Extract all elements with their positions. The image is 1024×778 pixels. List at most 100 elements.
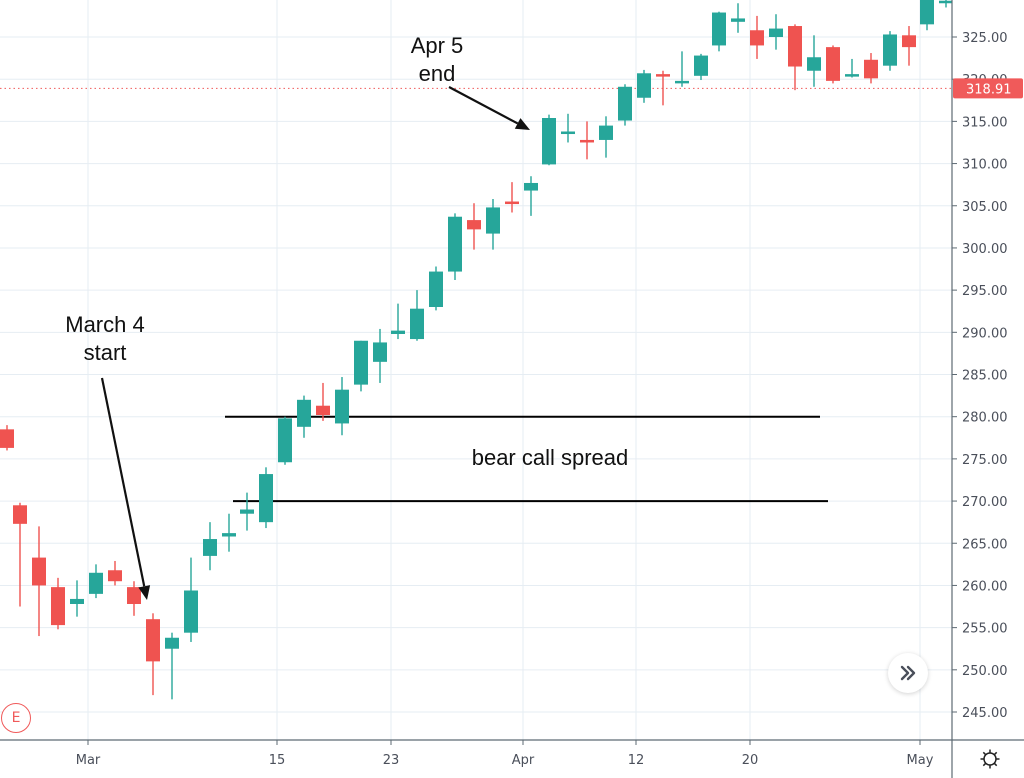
candle-body bbox=[788, 26, 802, 67]
arrowhead-icon bbox=[138, 585, 151, 600]
candle bbox=[222, 513, 236, 552]
scroll-to-realtime-button[interactable] bbox=[888, 653, 928, 693]
time-tick-label: May bbox=[907, 753, 934, 768]
candle-body bbox=[335, 389, 349, 424]
candle-body bbox=[354, 340, 368, 385]
candle bbox=[89, 564, 103, 599]
candle bbox=[561, 113, 575, 143]
candle-body bbox=[845, 74, 859, 77]
time-tick-label: 23 bbox=[383, 753, 400, 768]
candle-body bbox=[561, 131, 575, 135]
candle bbox=[448, 213, 462, 280]
candle-body bbox=[429, 271, 443, 307]
apr-5-label[interactable]: Apr 5 bbox=[411, 33, 464, 58]
candle-body bbox=[675, 80, 689, 84]
candle-body bbox=[259, 474, 273, 523]
candle bbox=[184, 557, 198, 642]
price-tick-label: 260.00 bbox=[962, 579, 1008, 594]
candle bbox=[637, 69, 651, 103]
candle-body bbox=[70, 598, 84, 604]
price-tick-label: 280.00 bbox=[962, 411, 1008, 426]
candle bbox=[826, 45, 840, 84]
candle bbox=[203, 522, 217, 571]
candles bbox=[0, 0, 953, 700]
candle bbox=[769, 14, 783, 50]
candle-body bbox=[883, 34, 897, 66]
candle bbox=[675, 51, 689, 87]
candle-body bbox=[165, 637, 179, 649]
candle-body bbox=[580, 139, 594, 143]
annotations: March 4 start Apr 5 end bear call spread bbox=[65, 33, 628, 600]
candle-body bbox=[146, 619, 160, 662]
price-tick-label: 310.00 bbox=[962, 158, 1008, 173]
strike-lines bbox=[225, 415, 828, 503]
candle-body bbox=[750, 30, 764, 46]
candle-body bbox=[807, 57, 821, 71]
chart-settings-button[interactable] bbox=[976, 745, 1004, 773]
candle bbox=[618, 84, 632, 126]
candle bbox=[0, 425, 14, 451]
candle bbox=[13, 502, 27, 607]
candle-body bbox=[297, 399, 311, 427]
candle-body bbox=[373, 342, 387, 362]
candle-body bbox=[542, 118, 556, 165]
candle bbox=[939, 0, 953, 8]
candle bbox=[354, 340, 368, 392]
candle bbox=[750, 15, 764, 59]
candle-body bbox=[448, 216, 462, 272]
candle-body bbox=[203, 539, 217, 556]
march-4-label[interactable]: March 4 bbox=[65, 312, 144, 337]
candle bbox=[524, 176, 538, 216]
price-tick-label: 305.00 bbox=[962, 200, 1008, 215]
candle bbox=[902, 26, 916, 66]
gear-icon bbox=[980, 749, 1000, 769]
apr-5-label[interactable]: end bbox=[419, 61, 456, 86]
march-4-label[interactable]: start bbox=[84, 340, 127, 365]
candle-body bbox=[240, 509, 254, 514]
candle-body bbox=[13, 505, 27, 524]
candle-body bbox=[278, 418, 292, 463]
candle-body bbox=[826, 47, 840, 81]
candle-body bbox=[0, 429, 14, 448]
spread-label[interactable]: bear call spread bbox=[472, 445, 629, 470]
arrowhead-icon bbox=[514, 118, 530, 130]
march-4-arrow[interactable] bbox=[100, 377, 151, 600]
candle-body bbox=[694, 55, 708, 76]
candle bbox=[146, 613, 160, 696]
candle-body bbox=[486, 207, 500, 234]
apr-5-arrow[interactable] bbox=[448, 86, 530, 130]
price-tick-label: 295.00 bbox=[962, 284, 1008, 299]
candle-body bbox=[410, 308, 424, 340]
earnings-event-badge[interactable]: E bbox=[1, 703, 31, 733]
candle-body bbox=[127, 587, 141, 604]
candle-body bbox=[316, 405, 330, 415]
price-tick-label: 290.00 bbox=[962, 326, 1008, 341]
svg-text:318.91: 318.91 bbox=[966, 82, 1012, 97]
candle-body bbox=[939, 0, 953, 4]
time-tick-label: Mar bbox=[76, 753, 101, 768]
candle bbox=[920, 0, 934, 31]
candle-body bbox=[89, 572, 103, 594]
price-tick-label: 250.00 bbox=[962, 664, 1008, 679]
candle-body bbox=[505, 201, 519, 205]
chart-grid bbox=[0, 0, 952, 740]
price-tick-label: 325.00 bbox=[962, 31, 1008, 46]
candle-body bbox=[656, 74, 670, 77]
time-tick-label: 12 bbox=[628, 753, 645, 768]
candle-body bbox=[32, 557, 46, 586]
candle-body bbox=[731, 18, 745, 22]
candle-body bbox=[920, 0, 934, 25]
candle bbox=[864, 53, 878, 84]
candle-body bbox=[618, 86, 632, 121]
candle bbox=[165, 632, 179, 700]
time-tick-label: 20 bbox=[742, 753, 759, 768]
candle bbox=[429, 266, 443, 311]
candle bbox=[278, 416, 292, 465]
candle bbox=[467, 203, 481, 250]
candle bbox=[410, 290, 424, 341]
candle bbox=[391, 303, 405, 340]
price-tick-label: 255.00 bbox=[962, 622, 1008, 637]
candle bbox=[656, 70, 670, 106]
time-tick-label: 15 bbox=[269, 753, 286, 768]
